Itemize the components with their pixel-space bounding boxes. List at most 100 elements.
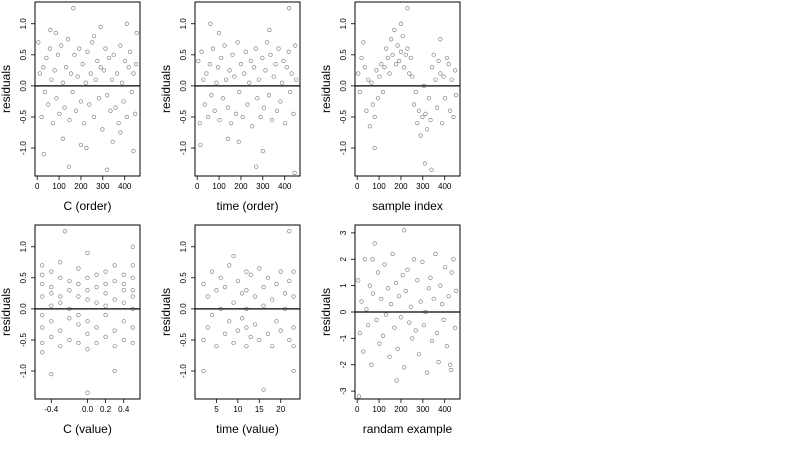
data-point: [379, 62, 384, 67]
data-point: [98, 65, 103, 70]
y-tick-label: -1.0: [179, 141, 188, 155]
data-point: [415, 121, 420, 126]
data-point: [208, 21, 213, 26]
data-point: [112, 328, 117, 333]
data-point: [372, 145, 377, 151]
data-point: [82, 121, 87, 126]
data-point: [377, 74, 382, 79]
y-axis-title: residuals: [159, 288, 173, 336]
data-point: [422, 161, 428, 166]
x-tick-label: 100: [372, 405, 386, 414]
data-point: [123, 58, 128, 64]
data-point: [372, 114, 377, 120]
data-point: [76, 294, 81, 299]
data-point: [220, 96, 226, 101]
data-point: [133, 111, 138, 116]
y-tick-label: 3: [339, 230, 348, 235]
data-point: [63, 65, 69, 70]
data-point: [291, 111, 296, 116]
data-point: [121, 300, 126, 305]
data-point: [94, 285, 99, 290]
data-point: [53, 30, 58, 36]
y-tick-label: 0.5: [179, 49, 188, 61]
data-point: [49, 303, 54, 308]
data-point: [103, 313, 108, 318]
panel-5: 5 10 15 20 -1.0 -0.5 0.0 0.5 1.0 time (value) resi…: [159, 224, 301, 436]
data-point: [88, 71, 93, 76]
data-point: [67, 117, 72, 123]
data-point: [124, 21, 129, 26]
data-point: [418, 299, 423, 304]
data-point: [201, 77, 206, 82]
data-point: [370, 257, 375, 262]
data-point: [67, 306, 72, 311]
y-tick-label: 1.0: [19, 18, 28, 30]
data-point: [362, 257, 367, 262]
data-point: [40, 281, 45, 287]
x-tick-label: 300: [256, 182, 270, 191]
data-point: [380, 90, 386, 95]
data-point: [214, 80, 219, 85]
data-point: [85, 390, 90, 395]
data-point: [261, 387, 266, 392]
data-point: [209, 93, 214, 98]
data-point: [407, 320, 412, 325]
data-point: [121, 319, 126, 324]
data-point: [279, 80, 285, 85]
data-point: [426, 286, 432, 291]
data-point: [103, 269, 108, 274]
data-point: [428, 275, 433, 280]
data-point: [76, 281, 81, 287]
data-point: [431, 52, 436, 57]
data-point: [284, 65, 289, 70]
data-point: [411, 102, 417, 107]
data-point: [118, 130, 123, 135]
data-point: [270, 297, 275, 302]
data-point: [85, 49, 90, 54]
data-point: [402, 365, 407, 370]
data-point: [265, 331, 270, 336]
data-point: [383, 46, 389, 51]
data-point: [244, 269, 249, 274]
data-point: [421, 323, 427, 328]
data-point: [214, 288, 219, 293]
data-point: [91, 34, 97, 39]
data-point: [270, 344, 275, 349]
data-point: [201, 368, 206, 374]
data-point: [449, 77, 454, 82]
data-point: [201, 281, 206, 287]
data-point: [387, 71, 392, 76]
data-point: [274, 319, 279, 324]
data-point: [67, 316, 72, 321]
data-point: [205, 294, 210, 299]
x-tick-label: 20: [276, 405, 285, 414]
data-point: [380, 333, 386, 338]
data-point: [44, 55, 49, 61]
data-point: [287, 229, 292, 234]
x-tick-label: 400: [278, 182, 292, 191]
data-point: [291, 368, 296, 374]
data-point: [441, 317, 446, 323]
data-point: [357, 90, 362, 95]
data-point: [85, 250, 90, 256]
y-axis-title: residuals: [319, 288, 333, 336]
data-point: [112, 278, 117, 284]
data-point: [218, 275, 223, 280]
x-tick-label: 100: [212, 182, 226, 191]
y-tick-label: -1.0: [179, 364, 188, 378]
data-point: [40, 350, 45, 355]
data-point: [357, 330, 362, 336]
data-point: [228, 121, 234, 126]
data-point: [128, 49, 133, 54]
data-point: [362, 65, 367, 70]
data-point: [66, 164, 72, 169]
x-tick-label: 100: [372, 182, 386, 191]
x-tick-label: 200: [394, 182, 408, 191]
data-point: [94, 325, 99, 330]
data-point: [265, 40, 270, 45]
data-point: [103, 46, 108, 51]
data-point: [405, 6, 410, 11]
data-point: [95, 58, 100, 64]
x-axis-title: time (order): [216, 199, 278, 213]
data-point: [105, 167, 110, 172]
